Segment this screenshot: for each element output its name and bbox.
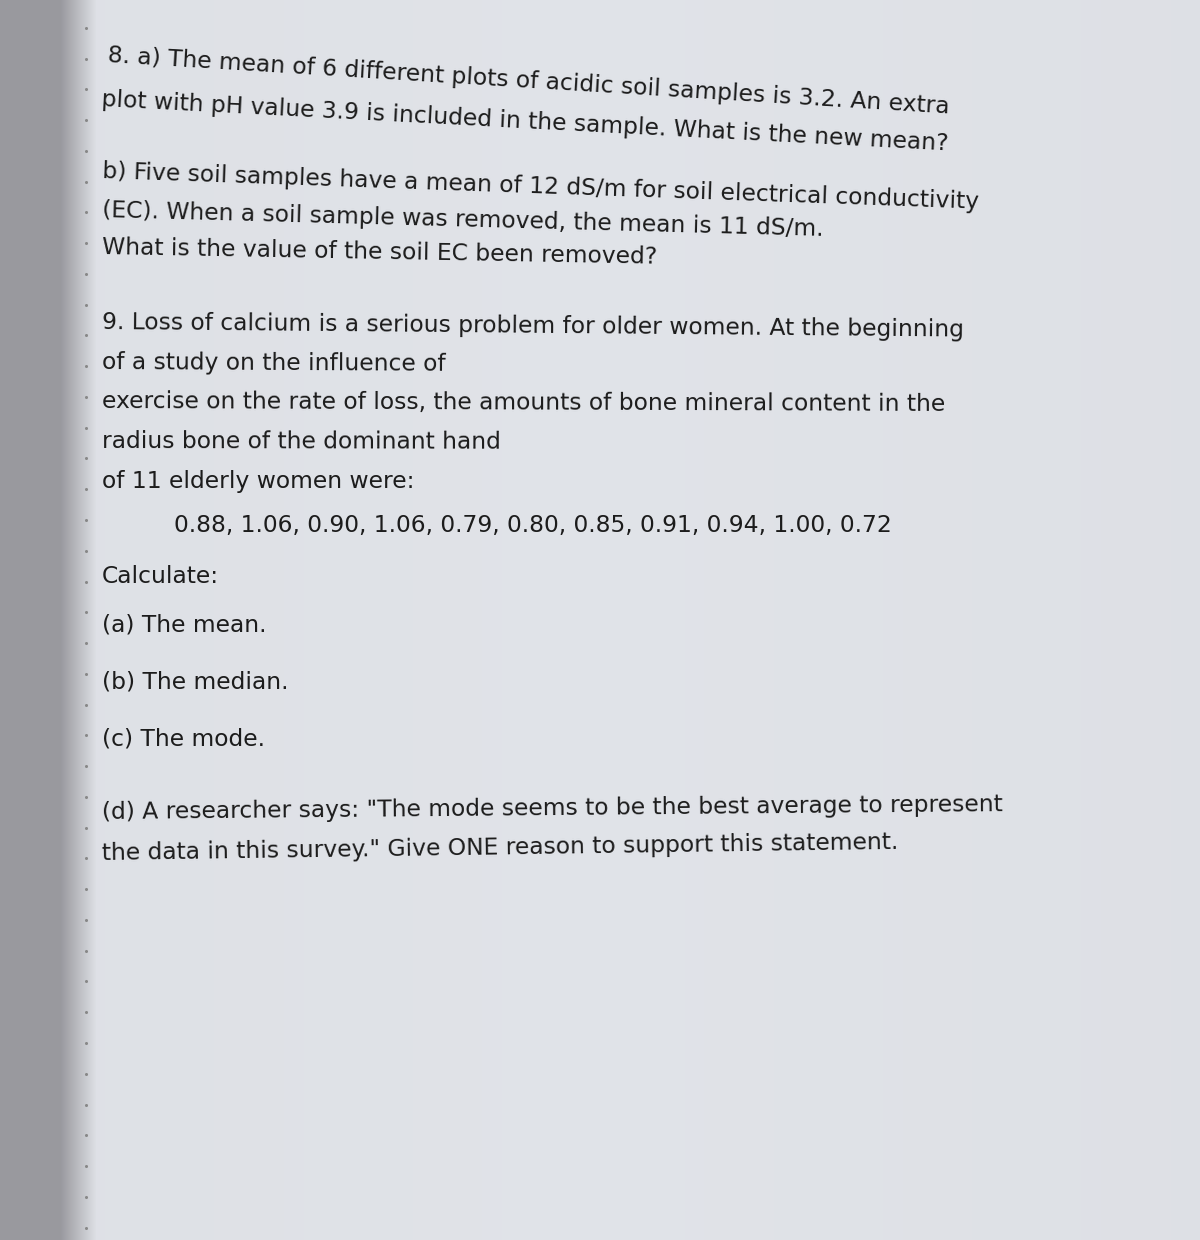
Text: (a) The mean.: (a) The mean. — [102, 614, 266, 636]
Text: What is the value of the soil EC been removed?: What is the value of the soil EC been re… — [102, 237, 658, 269]
Text: exercise on the rate of loss, the amounts of bone mineral content in the: exercise on the rate of loss, the amount… — [102, 391, 946, 417]
Text: plot with pH value 3.9 is included in the sample. What is the new mean?: plot with pH value 3.9 is included in th… — [101, 88, 949, 155]
Text: Calculate:: Calculate: — [102, 565, 220, 588]
Text: 9. Loss of calcium is a serious problem for older women. At the beginning: 9. Loss of calcium is a serious problem … — [102, 311, 964, 341]
Text: of 11 elderly women were:: of 11 elderly women were: — [102, 470, 414, 492]
Text: (b) The median.: (b) The median. — [102, 671, 288, 693]
Text: (EC). When a soil sample was removed, the mean is 11 dS/m.: (EC). When a soil sample was removed, th… — [102, 200, 823, 242]
Text: (d) A researcher says: "The mode seems to be the best average to represent: (d) A researcher says: "The mode seems t… — [102, 792, 1003, 823]
Text: the data in this survey." Give ONE reason to support this statement.: the data in this survey." Give ONE reaso… — [102, 831, 899, 864]
Text: 8. a) The mean of 6 different plots of acidic soil samples is 3.2. An extra: 8. a) The mean of 6 different plots of a… — [107, 45, 950, 119]
Text: b) Five soil samples have a mean of 12 dS/m for soil electrical conductivity: b) Five soil samples have a mean of 12 d… — [102, 160, 979, 213]
Text: of a study on the influence of: of a study on the influence of — [102, 351, 445, 376]
Text: (c) The mode.: (c) The mode. — [102, 728, 265, 750]
Text: radius bone of the dominant hand: radius bone of the dominant hand — [102, 430, 500, 454]
Text: 0.88, 1.06, 0.90, 1.06, 0.79, 0.80, 0.85, 0.91, 0.94, 1.00, 0.72: 0.88, 1.06, 0.90, 1.06, 0.79, 0.80, 0.85… — [174, 515, 892, 537]
